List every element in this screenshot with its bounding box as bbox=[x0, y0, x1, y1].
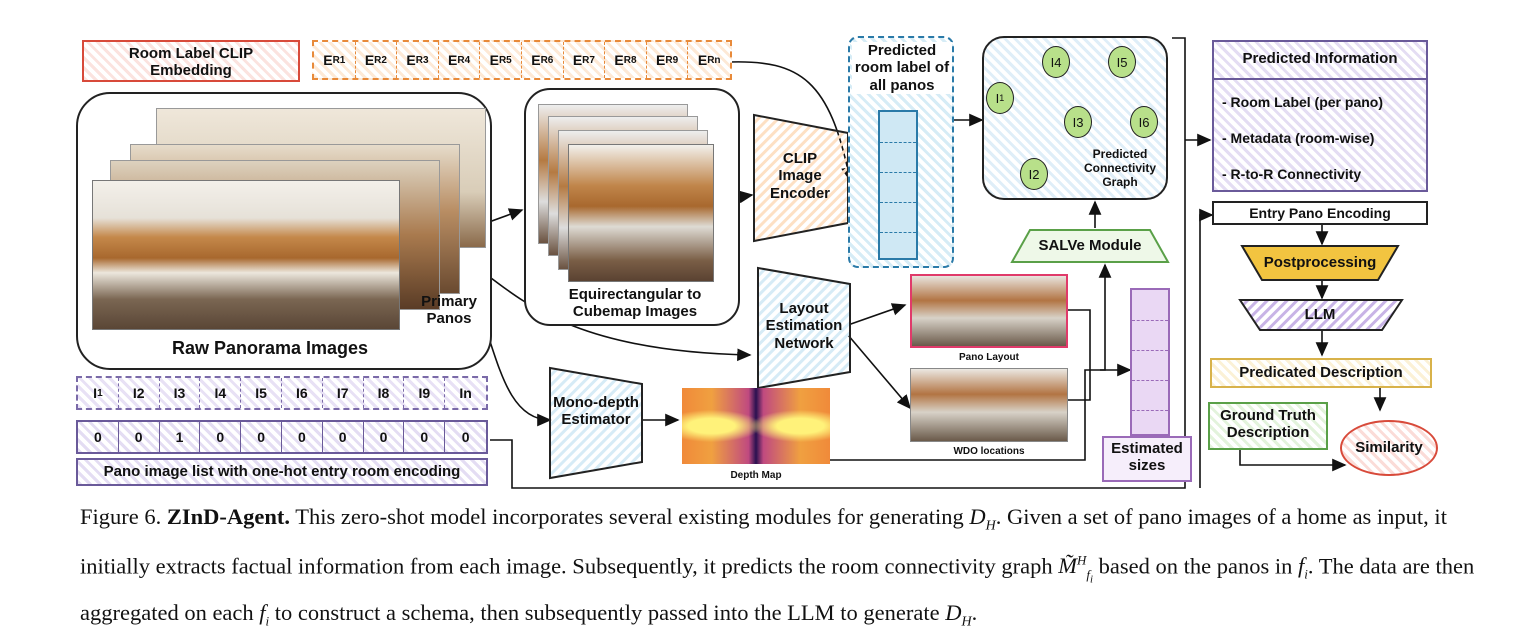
predicted-label-column bbox=[878, 110, 918, 260]
caption-text-6: . bbox=[971, 600, 978, 626]
mono-depth-label: Mono-depth Estimator bbox=[553, 394, 639, 429]
embedding-cell: E R7 bbox=[564, 42, 606, 78]
diagram-canvas: Room Label CLIP Embedding E R1 E R2 E R3 E R4 E R… bbox=[76, 36, 1438, 489]
graph-node: I3 bbox=[1064, 106, 1092, 138]
caption-graph-symbol: M̃Hfi bbox=[1058, 552, 1094, 586]
layout-network-shape bbox=[757, 266, 851, 390]
cubemap-label: Equirectangular to Cubemap Images bbox=[568, 286, 702, 321]
onehot-cell: 0 bbox=[78, 422, 119, 452]
postprocessing-shape bbox=[1240, 245, 1400, 281]
embedding-row: E R1 E R2 E R3 E R4 E R5 E R6 E R7 E R8 E R9 E Rn bbox=[312, 40, 732, 80]
onehot-cell: 0 bbox=[461, 429, 470, 445]
embedding-cell: E R1 bbox=[314, 42, 356, 78]
embedding-cell: E Rn bbox=[697, 52, 721, 68]
raw-panorama-label: Raw Panorama Images bbox=[171, 338, 369, 358]
entry-pano-label: Entry Pano Encoding bbox=[1249, 205, 1391, 221]
salve-label: SALVe Module bbox=[1038, 237, 1142, 254]
onehot-cell: 0 bbox=[241, 422, 282, 452]
image-list-row: I 1 I2 I3 I4 I5 I6 I7 I8 I9 In bbox=[76, 376, 488, 410]
llm-shape bbox=[1238, 299, 1404, 331]
caption-fi-2: fi bbox=[259, 600, 270, 629]
primary-panos-label: Primary Panos bbox=[421, 293, 477, 328]
clip-embedding-label: Room Label CLIP Embedding bbox=[128, 45, 254, 80]
caption-text-2: . Given a set of pano images of a home a… bbox=[80, 504, 1447, 578]
image-list-cell: I4 bbox=[200, 378, 242, 408]
image-list-cell: I9 bbox=[404, 378, 446, 408]
image-list-label: Pano image list with one-hot entry room … bbox=[103, 463, 461, 480]
pano-image-front bbox=[92, 180, 400, 330]
caption-dh-1: DH bbox=[969, 504, 996, 534]
onehot-cell: 0 bbox=[200, 422, 242, 452]
clip-embedding-box: Room Label CLIP Embedding bbox=[82, 40, 300, 82]
predicted-info-item-2: - Metadata (room-wise) bbox=[1222, 130, 1375, 146]
embedding-cell: E R3 bbox=[397, 42, 439, 78]
predicated-description-box bbox=[1210, 358, 1432, 388]
caption-text-4: . The data are then aggregated on each bbox=[80, 553, 1475, 626]
layout-network-label: Layout Estimation Network bbox=[765, 300, 843, 352]
salve-shape bbox=[1010, 229, 1170, 263]
estimated-sizes-label: Estimated sizes bbox=[1111, 440, 1183, 475]
predicted-room-label-text: Predicted room label of all panos bbox=[852, 42, 952, 94]
caption-fi-1: fi bbox=[1298, 553, 1308, 582]
caption-text-1: This zero-shot model incorporates severa… bbox=[290, 504, 970, 529]
ground-truth-label: Ground Truth Description bbox=[1220, 407, 1316, 442]
mono-depth-shape bbox=[549, 366, 643, 480]
predicted-info-box bbox=[1212, 40, 1428, 192]
image-list-label-box bbox=[76, 458, 488, 486]
image-list-cell: I7 bbox=[323, 378, 364, 408]
onehot-cell: 0 bbox=[282, 422, 323, 452]
wdo-label: WDO locations bbox=[953, 446, 1025, 457]
cubemap-face-4 bbox=[568, 144, 714, 282]
image-list-cell: I8 bbox=[364, 378, 405, 408]
embedding-cell: E R2 bbox=[356, 42, 398, 78]
embedding-cell: E R6 bbox=[522, 42, 564, 78]
graph-node: I5 bbox=[1108, 46, 1136, 78]
connectivity-graph-label: Predicted Connectivity Graph bbox=[1083, 147, 1156, 189]
predicated-description-label: Predicated Description bbox=[1239, 364, 1403, 381]
graph-node: I2 bbox=[1020, 158, 1048, 190]
similarity-ellipse bbox=[1340, 420, 1438, 476]
embedding-cell: E R5 bbox=[480, 42, 522, 78]
image-list-cell: I5 bbox=[241, 378, 282, 408]
clip-encoder-label: CLIP Image Encoder bbox=[769, 150, 830, 202]
figure-caption: Figure 6. ZInD-Agent. This zero-shot mod… bbox=[80, 500, 1510, 640]
embedding-cell: E R4 bbox=[439, 42, 481, 78]
predicted-info-title: Predicted Information bbox=[1242, 50, 1398, 67]
image-list-cell: In bbox=[459, 385, 472, 401]
llm-label: LLM bbox=[1304, 306, 1336, 323]
predicted-info-item-3: - R-to-R Connectivity bbox=[1222, 166, 1362, 182]
image-list-cell: I3 bbox=[160, 378, 201, 408]
graph-node: I4 bbox=[1042, 46, 1070, 78]
onehot-cell: 0 bbox=[119, 422, 160, 452]
predicted-info-item-1: - Room Label (per pano) bbox=[1222, 94, 1383, 110]
embedding-cell: E R8 bbox=[605, 42, 647, 78]
estimated-sizes-box bbox=[1102, 436, 1192, 482]
depth-map-label: Depth Map bbox=[730, 470, 782, 481]
image-list-cell: I2 bbox=[119, 378, 160, 408]
caption-dh-2: DH bbox=[945, 600, 972, 630]
graph-node: I6 bbox=[1130, 106, 1158, 138]
onehot-cell: 0 bbox=[364, 422, 405, 452]
wdo-image bbox=[910, 368, 1068, 442]
caption-text-3: based on the panos in bbox=[1093, 553, 1298, 578]
ground-truth-box bbox=[1208, 402, 1328, 450]
pano-layout-label: Pano Layout bbox=[958, 352, 1019, 363]
onehot-cell: 1 bbox=[160, 422, 201, 452]
onehot-cell: 0 bbox=[323, 422, 364, 452]
postprocessing-label: Postprocessing bbox=[1263, 254, 1377, 271]
depth-map-image bbox=[682, 388, 830, 464]
caption-text-5: to construct a schema, then subsequently… bbox=[269, 600, 946, 626]
similarity-label: Similarity bbox=[1355, 439, 1423, 456]
image-list-cell: I6 bbox=[282, 378, 323, 408]
caption-title: ZInD-Agent. bbox=[166, 504, 291, 529]
onehot-cell: 0 bbox=[404, 422, 446, 452]
pano-layout-image bbox=[910, 274, 1068, 348]
estimated-sizes-column bbox=[1130, 288, 1170, 436]
entry-pano-box bbox=[1212, 201, 1428, 225]
caption-fig: Figure 6. bbox=[80, 504, 162, 529]
embedding-cell: E R9 bbox=[647, 42, 689, 78]
